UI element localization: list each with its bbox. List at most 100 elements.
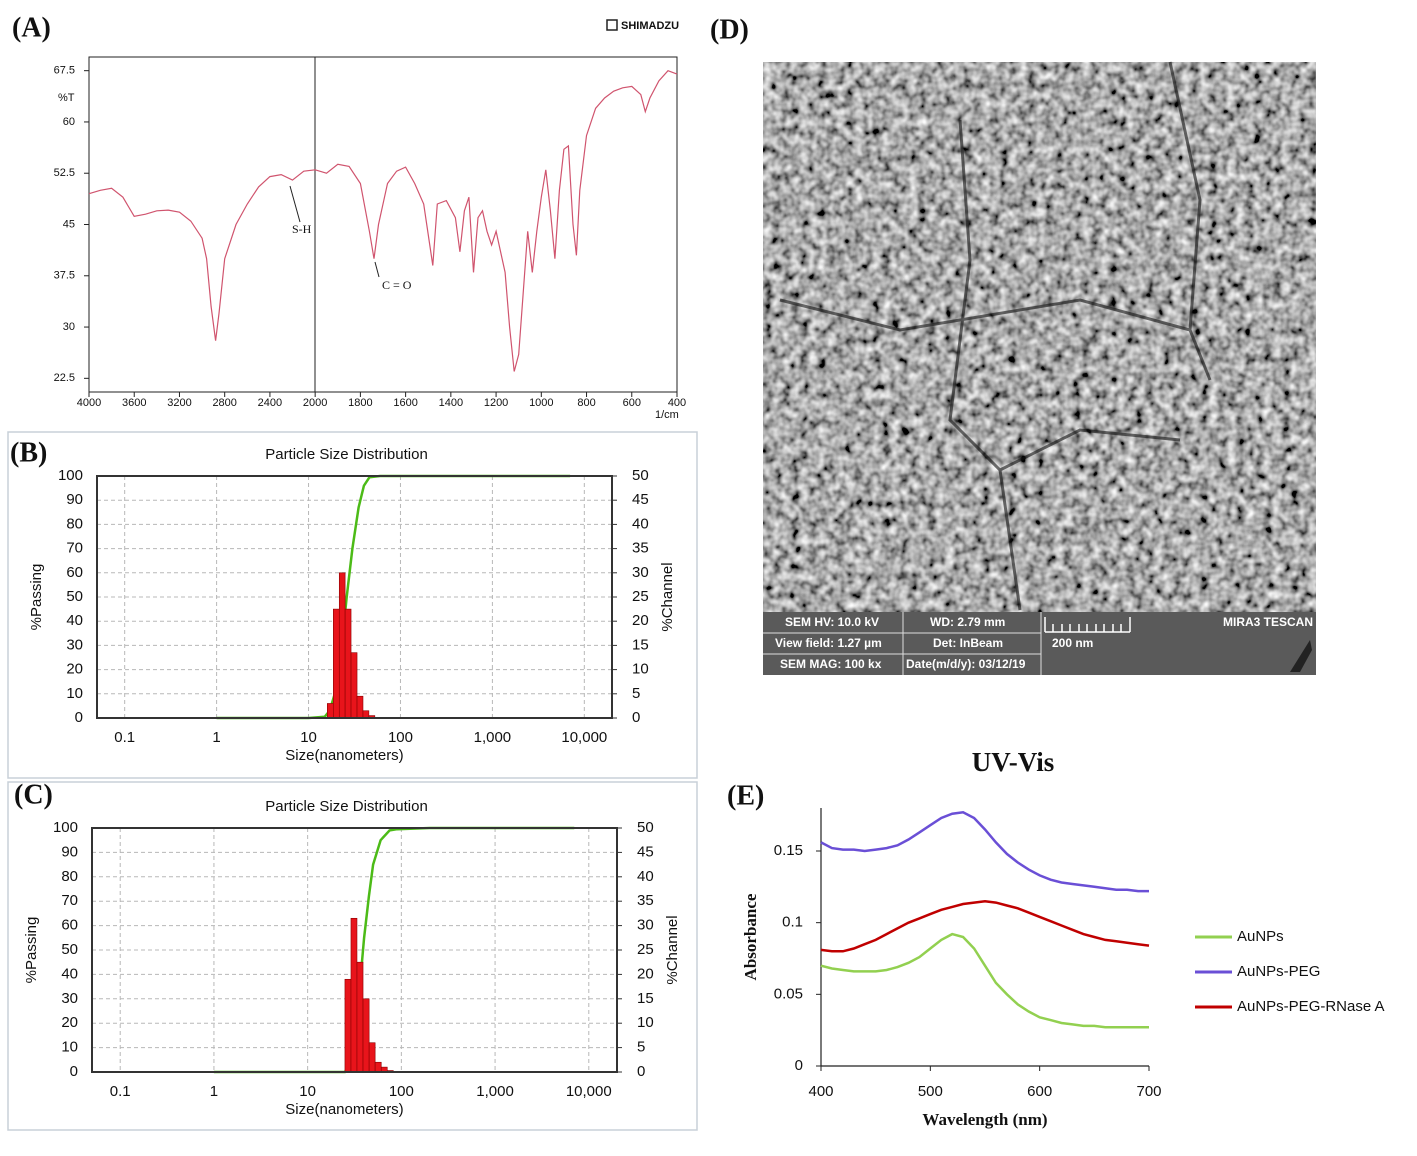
- y2-tick-label: 30: [637, 917, 654, 934]
- y-axis-label: %Passing: [23, 917, 40, 984]
- y2-tick-label: 0: [632, 709, 640, 726]
- annotation-pointer: [289, 185, 301, 223]
- y-tick-label: 100: [58, 467, 83, 484]
- histogram-bar: [356, 961, 364, 1073]
- y2-tick-label: 5: [637, 1039, 645, 1056]
- y-tick-label: 0.1: [782, 914, 803, 931]
- x-axis-label: 1/cm: [655, 409, 679, 421]
- sem-logo: [1290, 640, 1312, 672]
- y2-tick-label: 45: [637, 843, 654, 860]
- sem-info: Date(m/d/y): 03/12/19: [906, 657, 1026, 671]
- x-tick-label: 800: [577, 397, 595, 409]
- x-tick-label: 10: [300, 729, 317, 746]
- x-tick-label: 1: [212, 729, 220, 746]
- sem-info: 200 nm: [1052, 636, 1093, 650]
- annotation: C = O: [382, 278, 412, 292]
- histogram-bar: [362, 710, 370, 719]
- sem-info: WD: 2.79 mm: [930, 615, 1005, 629]
- sem-scale-bar: [1044, 617, 1131, 633]
- y2-tick-label: 15: [637, 990, 654, 1007]
- y2-tick-label: 20: [637, 965, 654, 982]
- y-tick-label: 70: [66, 540, 83, 557]
- panel-label: (A): [12, 12, 51, 43]
- sem-info-grid: [763, 612, 1042, 675]
- sem-info: SEM HV: 10.0 kV: [785, 615, 879, 629]
- y-tick-label: 20: [61, 1014, 78, 1031]
- histogram-bar: [374, 1061, 382, 1073]
- plot-frame: [96, 475, 613, 719]
- x-tick-label: 1400: [439, 397, 463, 409]
- logo-icon: [606, 19, 618, 31]
- legend-label: AuNPs-PEG-RNase A: [1237, 998, 1385, 1015]
- x-axis-label: Size(nanometers): [285, 747, 403, 764]
- x-axis-label: Wavelength (nm): [922, 1110, 1047, 1129]
- y-tick-label: 0: [70, 1063, 78, 1080]
- y-tick-label: 50: [61, 941, 78, 958]
- y2-tick-label: 5: [632, 685, 640, 702]
- y-tick-label: 30: [63, 321, 75, 333]
- y-axis-label: %T: [58, 92, 75, 104]
- y-tick-label: 22.5: [54, 372, 75, 384]
- x-tick-label: 2400: [258, 397, 282, 409]
- x-tick-label: 1000: [529, 397, 553, 409]
- annotation-pointer: [374, 261, 380, 278]
- y-tick-label: 40: [66, 612, 83, 629]
- y-tick-label: 100: [53, 819, 78, 836]
- series-line: [820, 811, 1149, 893]
- x-tick-label: 3200: [167, 397, 191, 409]
- y2-axis-label: %Channel: [659, 562, 676, 631]
- y2-tick-label: 20: [632, 612, 649, 629]
- y-tick-label: 20: [66, 661, 83, 678]
- y2-tick-label: 30: [632, 564, 649, 581]
- y-tick-label: 30: [66, 636, 83, 653]
- logo: SHIMADZU: [621, 20, 679, 32]
- histogram-bar: [356, 695, 364, 719]
- y-tick-label: 10: [61, 1039, 78, 1056]
- x-tick-label: 1200: [484, 397, 508, 409]
- x-tick-label: 10: [299, 1083, 316, 1100]
- x-tick-label: 100: [389, 1083, 414, 1100]
- panel-label: (E): [727, 780, 764, 811]
- sem-cracks: [779, 61, 1212, 611]
- panel-label: (B): [10, 437, 47, 468]
- x-tick-label: 10,000: [561, 729, 607, 746]
- y-tick-label: 60: [63, 116, 75, 128]
- y-tick-label: 10: [66, 685, 83, 702]
- y2-tick-label: 50: [637, 819, 654, 836]
- y2-axis-label: %Channel: [664, 915, 681, 984]
- sem-info: Det: InBeam: [933, 636, 1003, 650]
- y-tick-label: 90: [61, 843, 78, 860]
- y2-tick-label: 25: [637, 941, 654, 958]
- x-tick-label: 1600: [393, 397, 417, 409]
- y2-tick-label: 35: [637, 892, 654, 909]
- y-tick-label: 90: [66, 491, 83, 508]
- y-tick-label: 52.5: [54, 167, 75, 179]
- histogram-bar: [338, 572, 346, 719]
- chart-title: UV-Vis: [972, 747, 1055, 777]
- x-tick-label: 400: [668, 397, 686, 409]
- y2-tick-label: 10: [632, 661, 649, 678]
- sem-image: [763, 62, 1316, 612]
- y-tick-label: 60: [61, 917, 78, 934]
- x-tick-label: 600: [623, 397, 641, 409]
- x-tick-label: 0.1: [114, 729, 135, 746]
- y-tick-label: 0.05: [774, 985, 803, 1002]
- histogram-bar: [350, 652, 358, 719]
- y-tick-label: 67.5: [54, 65, 75, 77]
- series-line: [820, 899, 1150, 953]
- x-tick-label: 600: [1027, 1083, 1052, 1100]
- histogram-bar: [326, 703, 334, 719]
- x-tick-label: 2800: [212, 397, 236, 409]
- histogram-bar: [350, 917, 358, 1073]
- chart-title: Particle Size Distribution: [265, 798, 428, 815]
- y-tick-label: 30: [61, 990, 78, 1007]
- histogram-bar: [333, 608, 340, 719]
- x-tick-label: 1,000: [474, 729, 512, 746]
- y-tick-label: 45: [63, 218, 75, 230]
- y2-tick-label: 35: [632, 540, 649, 557]
- x-tick-label: 1: [210, 1083, 218, 1100]
- legend-label: AuNPs-PEG: [1237, 963, 1320, 980]
- x-tick-label: 10,000: [566, 1083, 612, 1100]
- y2-tick-label: 40: [637, 868, 654, 885]
